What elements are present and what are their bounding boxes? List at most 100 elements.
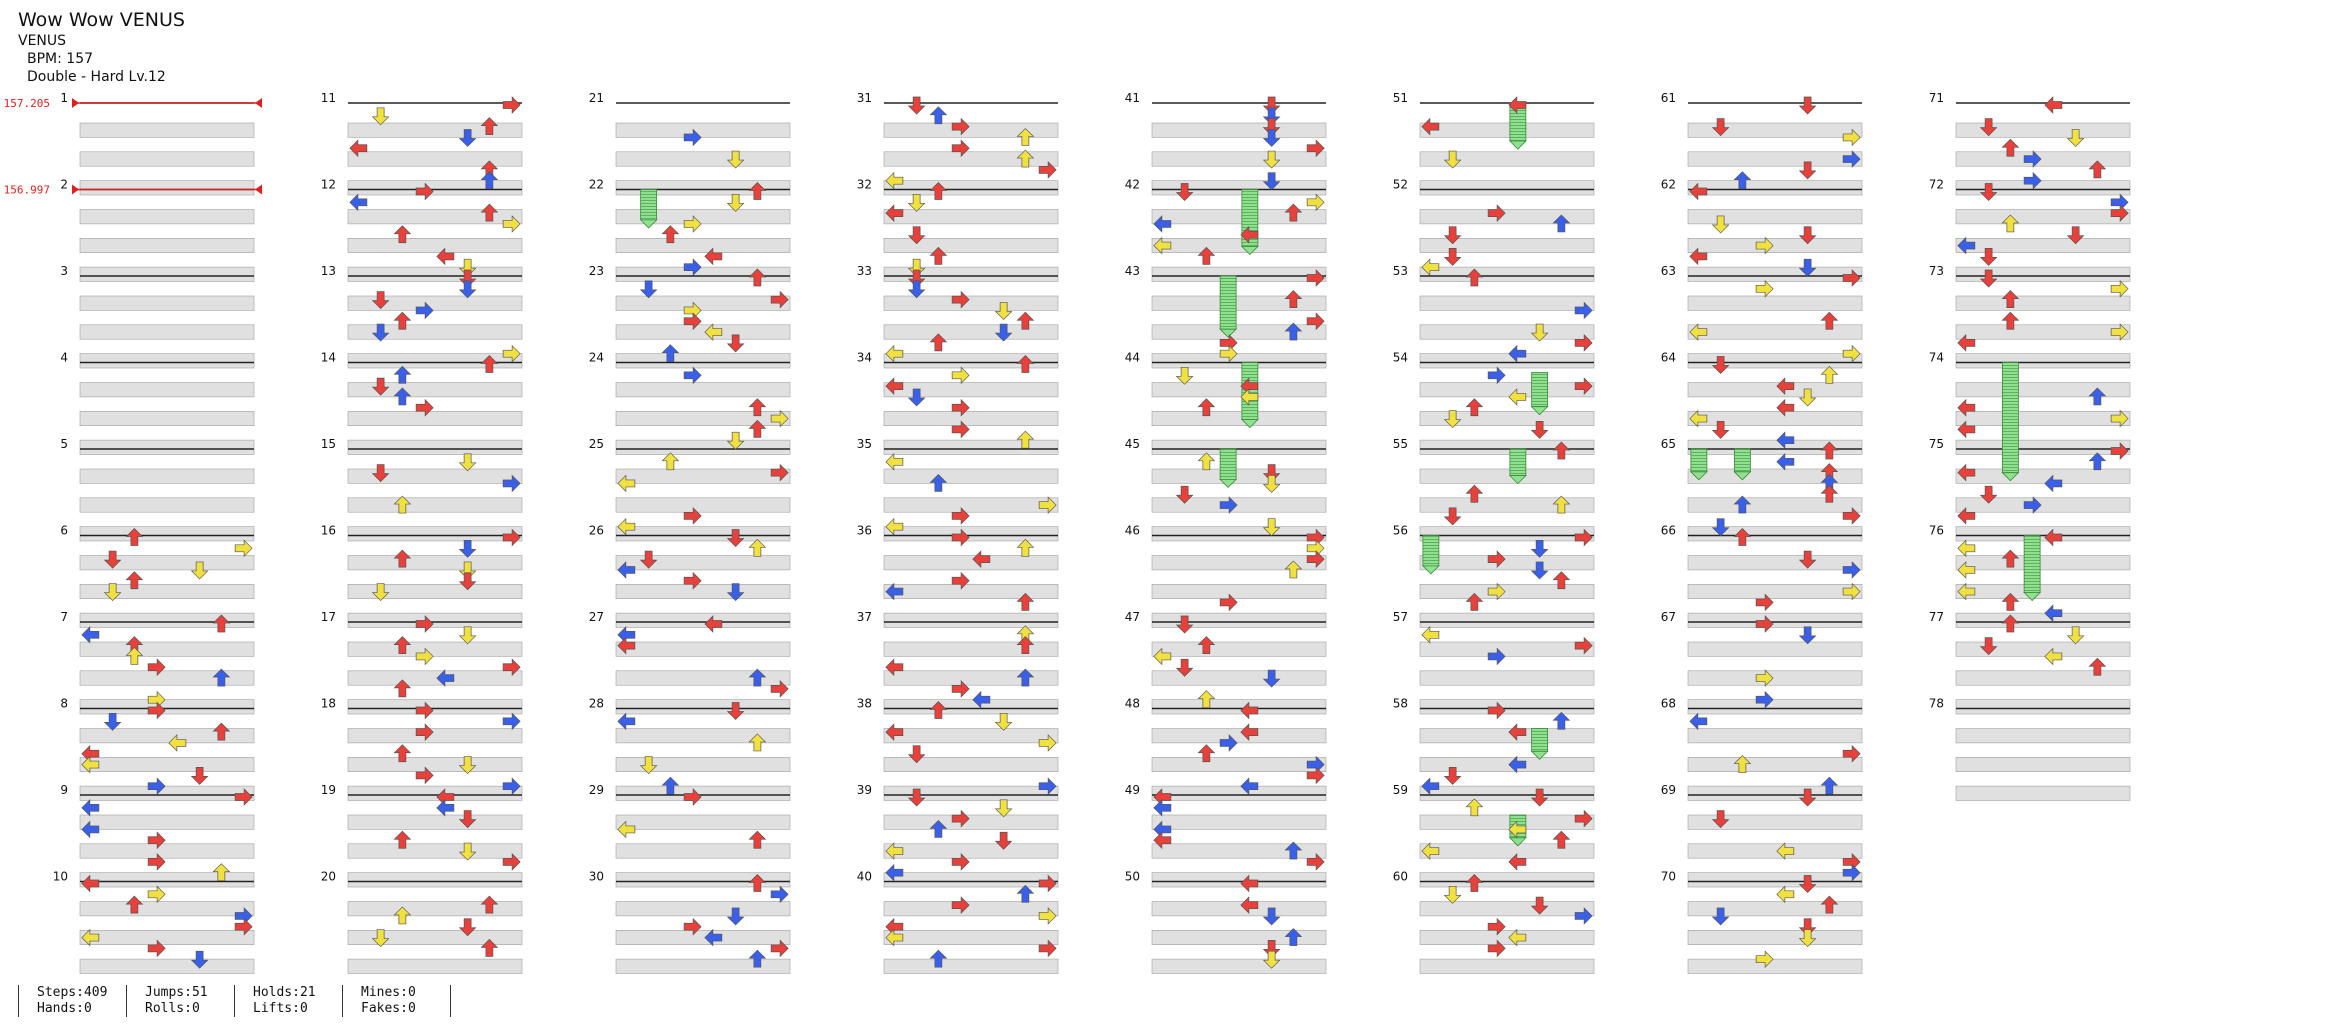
beat-band bbox=[1687, 382, 1863, 398]
up-arrow-icon bbox=[1820, 484, 1839, 503]
measure-number: 23 bbox=[589, 264, 604, 278]
right-arrow-icon bbox=[1755, 615, 1774, 633]
beat-band bbox=[1955, 151, 2131, 167]
measure-27: 27 bbox=[589, 610, 791, 715]
song-difficulty: Double - Hard Lv.12 bbox=[27, 69, 166, 85]
measure-number: 33 bbox=[857, 264, 872, 278]
down-arrow-icon bbox=[1262, 907, 1281, 926]
up-arrow-icon bbox=[929, 949, 948, 968]
beat-band bbox=[615, 122, 791, 138]
right-arrow-icon bbox=[683, 128, 702, 147]
right-arrow-icon bbox=[1487, 939, 1506, 958]
right-arrow-icon bbox=[1038, 496, 1057, 514]
up-arrow-icon bbox=[929, 182, 948, 200]
measure-number: 69 bbox=[1661, 783, 1676, 797]
beat-band bbox=[1687, 958, 1863, 974]
right-arrow-icon bbox=[415, 301, 434, 320]
beat-band bbox=[615, 209, 791, 225]
beat-band bbox=[1419, 756, 1595, 772]
right-arrow-icon bbox=[1306, 312, 1325, 331]
beat-band bbox=[1151, 958, 1327, 974]
left-arrow-icon bbox=[1689, 182, 1708, 201]
beat-band bbox=[1419, 468, 1595, 484]
right-arrow-icon bbox=[2023, 496, 2042, 514]
stat-rolls: Rolls:0 bbox=[145, 1001, 200, 1016]
hold-note bbox=[1421, 535, 1440, 575]
up-arrow-icon bbox=[2001, 138, 2020, 157]
up-arrow-icon bbox=[1016, 884, 1035, 903]
up-arrow-icon bbox=[1197, 636, 1216, 654]
up-arrow-icon bbox=[1197, 690, 1216, 709]
measure-number: 32 bbox=[857, 178, 872, 192]
left-arrow-icon bbox=[81, 874, 100, 893]
left-arrow-icon bbox=[1776, 377, 1795, 395]
beat-band bbox=[1687, 901, 1863, 917]
beat-band bbox=[1955, 180, 2131, 196]
measure-number: 25 bbox=[589, 437, 604, 451]
measure-77: 77 bbox=[1929, 610, 2131, 715]
measure-74: 74 bbox=[1929, 351, 2131, 455]
down-arrow-icon bbox=[726, 334, 745, 353]
measure-number: 27 bbox=[589, 610, 604, 624]
right-arrow-icon bbox=[2110, 193, 2129, 212]
stats-jumps-cell: Jumps:51 Rolls:0 bbox=[126, 985, 235, 1017]
beat-band bbox=[883, 756, 1059, 772]
measure-1: 1 bbox=[60, 91, 255, 196]
down-arrow-icon bbox=[103, 712, 122, 731]
down-arrow-icon bbox=[1262, 172, 1281, 191]
left-arrow-icon bbox=[2044, 647, 2063, 666]
right-arrow-icon bbox=[1755, 279, 1774, 298]
beat-band bbox=[615, 295, 791, 311]
beat-band bbox=[1151, 699, 1327, 715]
measure-number: 14 bbox=[321, 351, 336, 365]
measure-33: 33 bbox=[857, 264, 1059, 369]
beat-band bbox=[1687, 180, 1863, 196]
up-arrow-icon bbox=[2001, 290, 2020, 308]
measure-69: 69 bbox=[1661, 783, 1863, 888]
beat-band bbox=[1419, 583, 1595, 599]
down-arrow-icon bbox=[1262, 940, 1281, 958]
beat-band bbox=[1151, 814, 1327, 830]
down-arrow-icon bbox=[1798, 161, 1817, 180]
up-arrow-icon bbox=[1016, 636, 1035, 654]
beat-band bbox=[1955, 382, 2131, 398]
measure-71: 71 bbox=[1929, 91, 2131, 196]
right-arrow-icon bbox=[951, 680, 970, 698]
beat-band bbox=[883, 238, 1059, 254]
up-arrow-icon bbox=[480, 355, 499, 373]
beat-band bbox=[1419, 180, 1595, 196]
measure-60: 60 bbox=[1393, 870, 1595, 974]
left-arrow-icon bbox=[1957, 539, 1976, 558]
beat-band bbox=[1151, 295, 1327, 311]
down-arrow-icon bbox=[1530, 788, 1549, 807]
beat-band bbox=[1955, 295, 2131, 311]
right-arrow-icon bbox=[1038, 161, 1057, 179]
left-arrow-icon bbox=[972, 550, 991, 568]
beat-band bbox=[1687, 728, 1863, 744]
right-arrow-icon bbox=[1306, 193, 1325, 212]
right-arrow-icon bbox=[415, 615, 434, 633]
beat-band bbox=[347, 353, 523, 369]
right-arrow-icon bbox=[415, 647, 434, 666]
beat-band bbox=[615, 756, 791, 772]
up-arrow-icon bbox=[1284, 560, 1303, 579]
beat-band bbox=[615, 353, 791, 369]
left-arrow-icon bbox=[1421, 625, 1440, 644]
right-arrow-icon bbox=[1038, 734, 1057, 752]
right-arrow-icon bbox=[147, 939, 166, 958]
beat-band bbox=[347, 958, 523, 974]
beat-band bbox=[1955, 410, 2131, 426]
beat-band bbox=[615, 670, 791, 686]
measure-8: 8 bbox=[60, 697, 255, 801]
up-arrow-icon bbox=[2001, 214, 2020, 233]
bpm-change-label: 156.997 bbox=[4, 184, 50, 197]
measure-12: 12 bbox=[321, 178, 523, 282]
left-arrow-icon bbox=[885, 517, 904, 536]
left-arrow-icon bbox=[349, 139, 368, 158]
down-arrow-icon bbox=[1979, 269, 1998, 288]
measure-number: 77 bbox=[1929, 610, 1944, 624]
down-arrow-icon bbox=[907, 258, 926, 277]
beat-band bbox=[615, 526, 791, 542]
up-arrow-icon bbox=[125, 646, 144, 665]
beat-band bbox=[347, 641, 523, 657]
